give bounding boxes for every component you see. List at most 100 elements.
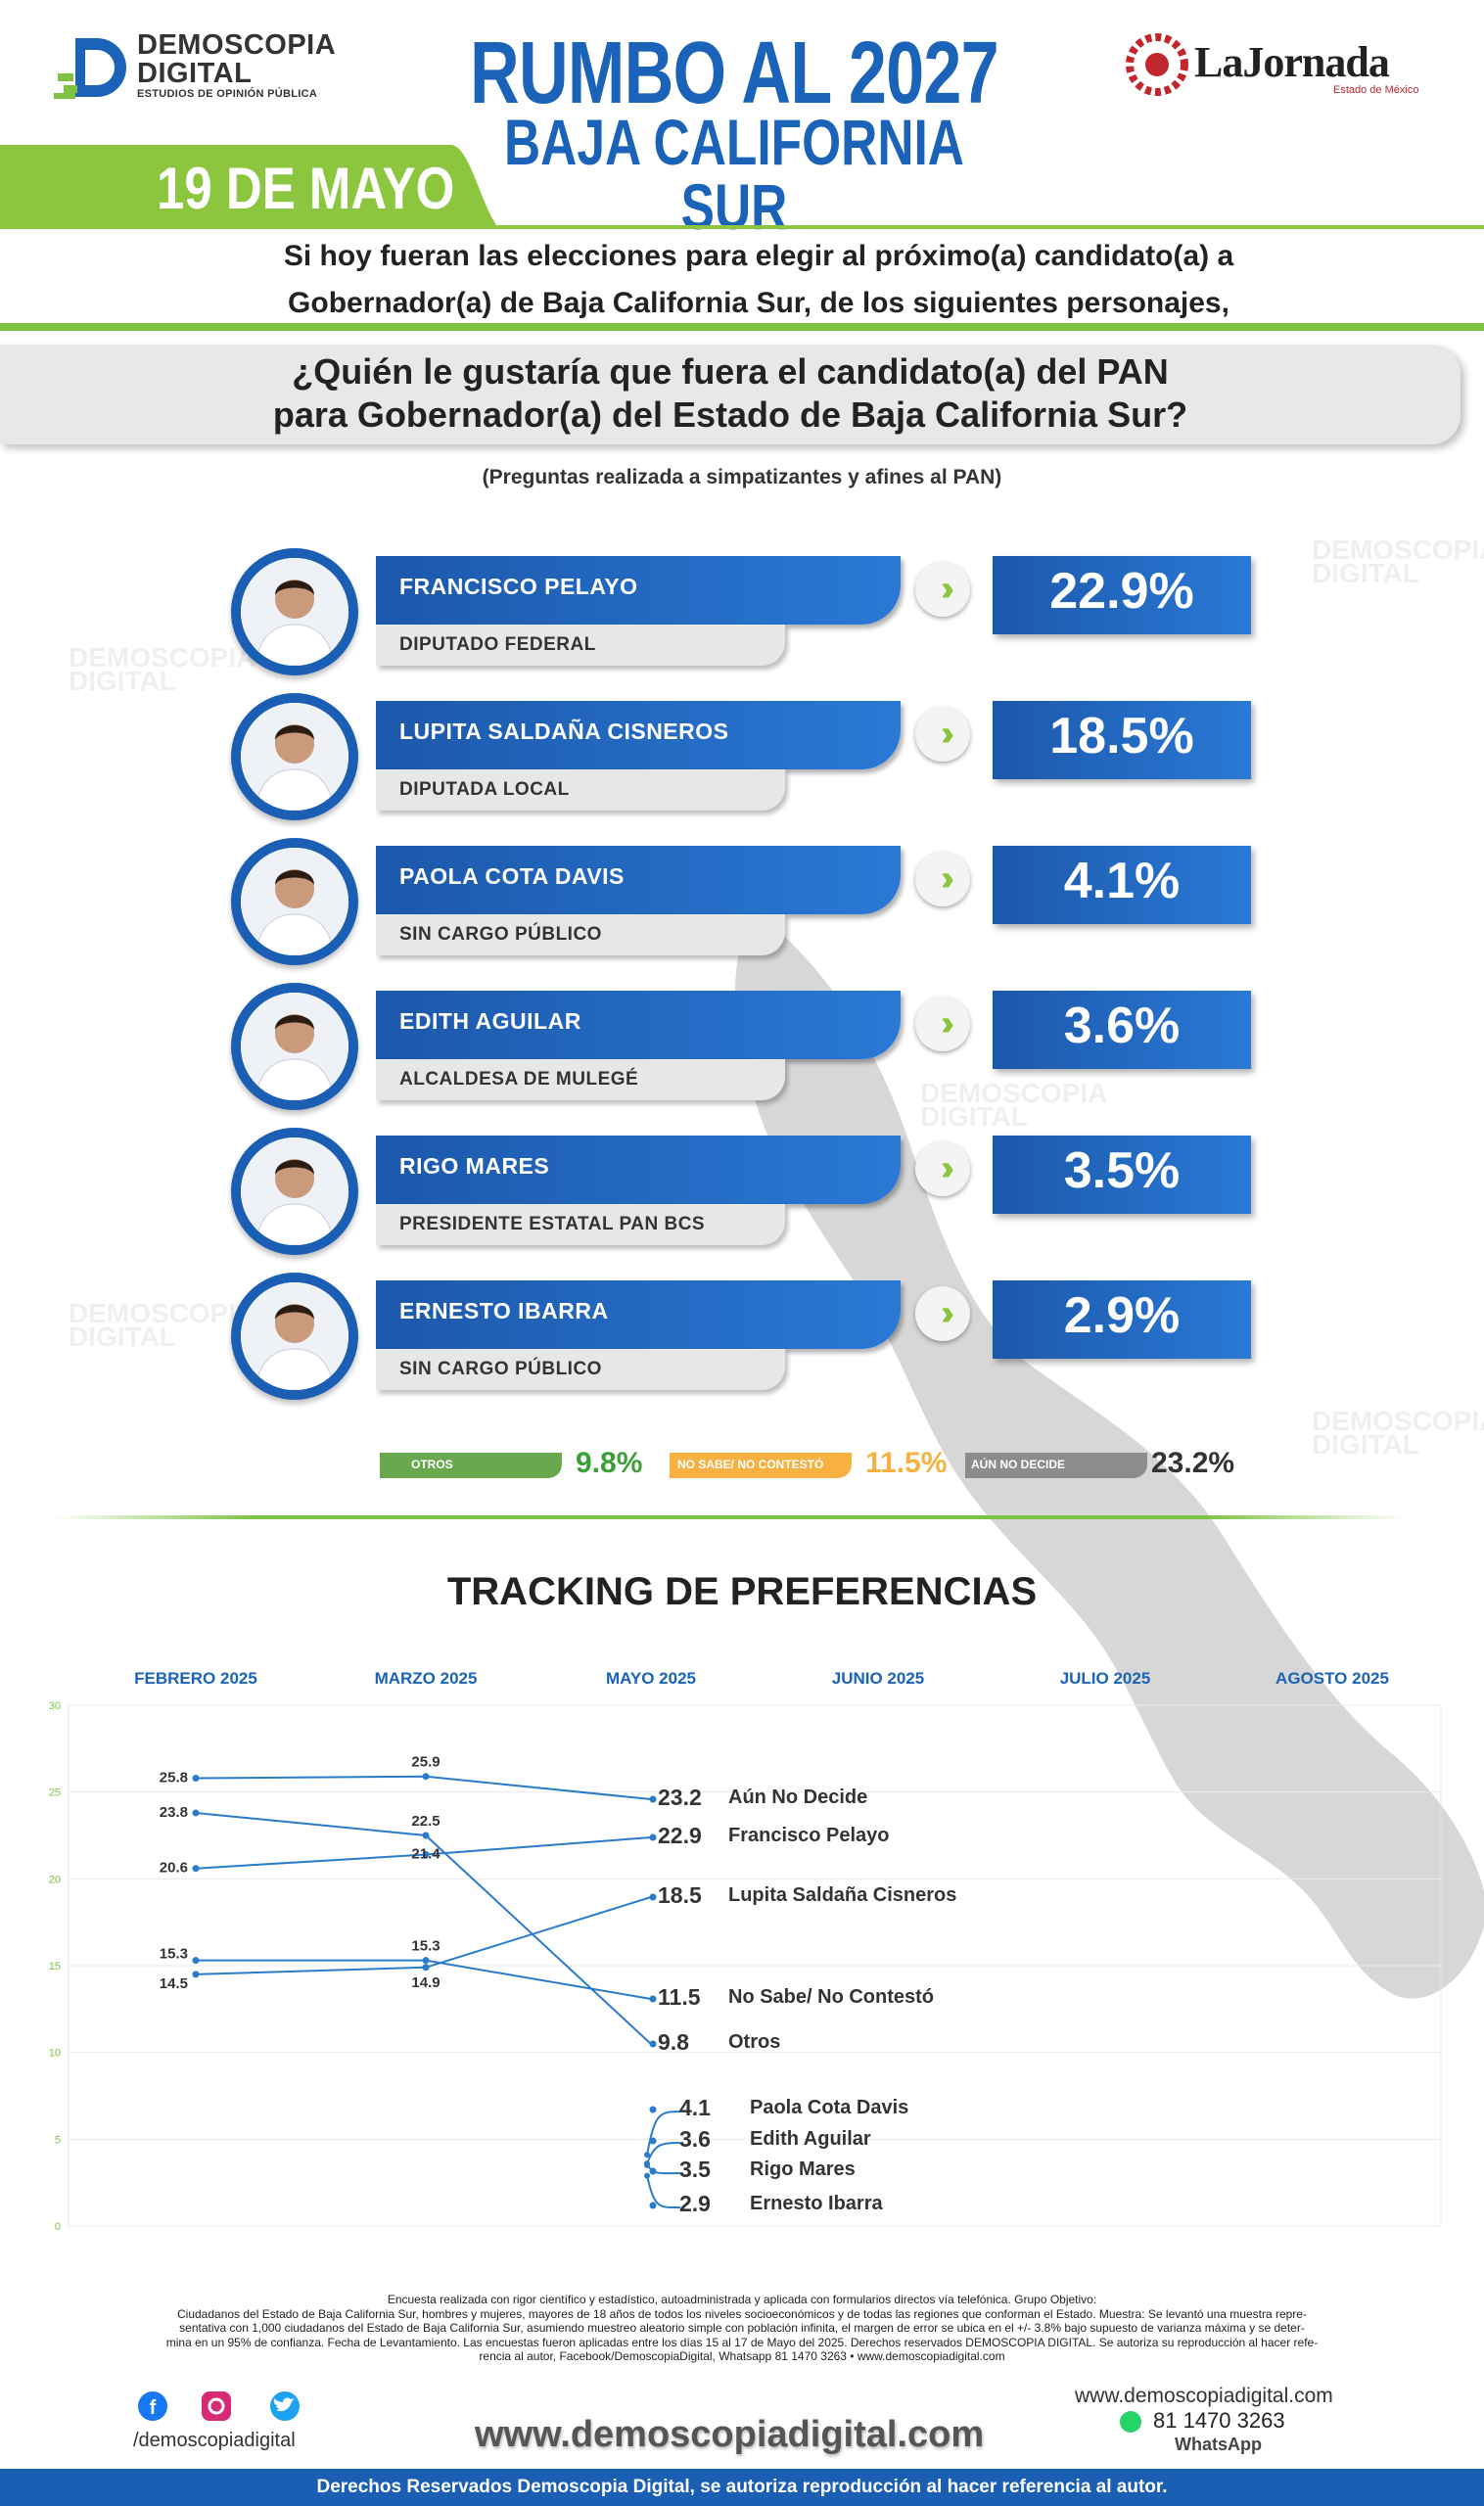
- data-label: 21.4: [411, 1846, 441, 1863]
- data-label: 15.3: [160, 1946, 188, 1963]
- no-answer-bar: [670, 1453, 852, 1478]
- data-label: 23.8: [160, 1804, 188, 1821]
- y-tick-label: 30: [49, 1700, 61, 1712]
- candidate-name: FRANCISCO PELAYO: [399, 574, 638, 599]
- demoscopia-logo-icon: [54, 38, 126, 99]
- undecided-value: 23.2%: [1151, 1447, 1235, 1479]
- end-value-label: 2.9: [679, 2191, 711, 2216]
- candidate-name: ERNESTO IBARRA: [399, 1298, 609, 1323]
- x-tick-label: JULIO 2025: [1060, 1669, 1151, 1688]
- candidate-percentage-box: [993, 991, 1251, 1069]
- chevron-right-icon: ››: [915, 1286, 970, 1341]
- data-label: 22.5: [411, 1813, 440, 1830]
- candidate-row: EDITH AGUILAR ALCALDESA DE MULEGÉ ›› 3.6%: [0, 983, 1484, 1110]
- chevron-right-icon: ››: [915, 707, 970, 762]
- candidate-name: PAOLA COTA DAVIS: [399, 863, 625, 889]
- y-tick-label: 15: [49, 1961, 61, 1972]
- tracking-line-chart: 0 5 10 15 20 25 30 FEBRERO 2025 MARZO 2025 MAYO 2…: [49, 1669, 1442, 2233]
- data-point: [644, 2161, 650, 2168]
- data-label: 20.6: [160, 1860, 188, 1877]
- watermark: DEMOSCOPIA DIGITAL: [69, 642, 256, 696]
- end-value-label: 23.2: [658, 1785, 702, 1810]
- person-icon: [241, 848, 348, 955]
- data-point: [422, 1773, 430, 1781]
- candidate-name-bar: [376, 1136, 901, 1204]
- facebook-icon[interactable]: f: [138, 2391, 167, 2421]
- candidate-role: ALCALDESA DE MULEGÉ: [399, 1069, 639, 1090]
- series-name-label: Edith Aguilar: [750, 2128, 871, 2150]
- candidate-role: SIN CARGO PÚBLICO: [399, 1359, 602, 1379]
- person-icon: [241, 1282, 348, 1390]
- divider: [0, 323, 1484, 331]
- data-point: [192, 1957, 200, 1965]
- candidate-role: PRESIDENTE ESTATAL PAN BCS: [399, 1214, 706, 1234]
- data-point: [649, 1795, 657, 1803]
- series-line: [195, 1775, 652, 1800]
- series-line: [646, 2142, 681, 2164]
- data-label: 25.9: [411, 1754, 440, 1771]
- instagram-icon[interactable]: [202, 2391, 231, 2421]
- survey-date: 19 DE MAYO: [157, 156, 455, 221]
- candidate-name-bar: [376, 1280, 901, 1349]
- y-tick-label: 20: [49, 1874, 61, 1885]
- series-name-label: Francisco Pelayo: [728, 1825, 890, 1846]
- watermark: DEMOSCOPIA DIGITAL: [920, 1078, 1108, 1132]
- question-box: [0, 345, 1461, 444]
- twitter-icon[interactable]: [270, 2391, 300, 2421]
- series-line: [646, 2111, 681, 2156]
- x-tick-label: JUNIO 2025: [832, 1669, 925, 1688]
- series-name-label: Otros: [728, 2031, 780, 2053]
- candidate-name: RIGO MARES: [399, 1153, 550, 1179]
- series-name-label: Paola Cota Davis: [750, 2097, 908, 2118]
- candidate-percentage: 18.5%: [1049, 708, 1194, 765]
- avatar: [241, 848, 348, 955]
- candidate-row: FRANCISCO PELAYO DIPUTADO FEDERAL ›› 22.9%: [0, 548, 1484, 675]
- candidate-photo: [231, 548, 358, 675]
- page-title: RUMBO AL 2027: [470, 24, 999, 122]
- data-point: [644, 2172, 650, 2179]
- partner-logo-sub: Estado de México: [1333, 84, 1419, 96]
- candidate-percentage-box: [993, 1280, 1251, 1359]
- question-text: ¿Quién le gustaría que fuera el candidat…: [272, 351, 1188, 435]
- candidate-row: LUPITA SALDAÑA CISNEROS DIPUTADA LOCAL ›› 1…: [0, 693, 1484, 820]
- data-point: [192, 1865, 200, 1873]
- social-handle[interactable]: /demoscopiadigital: [133, 2430, 296, 2451]
- candidate-name-bar: [376, 846, 901, 914]
- data-label: 14.5: [160, 1975, 188, 1992]
- date-banner: [0, 145, 1484, 229]
- series-name-label: No Sabe/ No Contestó: [728, 1986, 934, 2008]
- whatsapp-number[interactable]: 81 1470 3263: [1153, 2408, 1285, 2433]
- watermark: DEMOSCOPIA DIGITAL: [69, 1298, 256, 1352]
- svg-text:f: f: [150, 2397, 157, 2419]
- candidate-percentage: 4.1%: [1063, 853, 1181, 909]
- data-point: [192, 1809, 200, 1817]
- others-label: OTROS: [411, 1458, 453, 1471]
- avatar: [241, 558, 348, 666]
- others-bar: [380, 1453, 562, 1478]
- whatsapp-icon: [1120, 2411, 1141, 2433]
- candidate-photo: [231, 838, 358, 965]
- candidate-photo: [231, 1128, 358, 1255]
- candidate-name: EDITH AGUILAR: [399, 1008, 581, 1034]
- avatar: [241, 703, 348, 811]
- candidate-photo: [231, 983, 358, 1110]
- website-link-small[interactable]: www.demoscopiadigital.com: [1075, 2385, 1333, 2407]
- end-value-label: 3.6: [679, 2126, 711, 2152]
- candidate-row: RIGO MARES PRESIDENTE ESTATAL PAN BCS ›› 3.…: [0, 1128, 1484, 1255]
- chevron-right-icon: ››: [915, 852, 970, 906]
- data-point: [649, 2167, 657, 2175]
- x-tick-label: MAYO 2025: [606, 1669, 696, 1688]
- brand-tagline: ESTUDIOS DE OPINIÓN PÚBLICA: [137, 88, 318, 100]
- series-line: [646, 2175, 681, 2209]
- data-point: [649, 1995, 657, 2003]
- data-point: [649, 2040, 657, 2048]
- end-value-label: 11.5: [658, 1984, 701, 2010]
- candidate-role-bar: [376, 1059, 785, 1100]
- watermark: DEMOSCOPIA DIGITAL: [1312, 1406, 1484, 1460]
- website-link[interactable]: www.demoscopiadigital.com: [475, 2414, 985, 2455]
- series-name-label: Ernesto Ibarra: [750, 2193, 883, 2214]
- person-icon: [241, 1137, 348, 1245]
- question-note: (Preguntas realizada a simpatizantes y a…: [482, 466, 1002, 488]
- partner-logo-name: LaJornada: [1194, 38, 1390, 86]
- candidate-role-bar: [376, 914, 785, 955]
